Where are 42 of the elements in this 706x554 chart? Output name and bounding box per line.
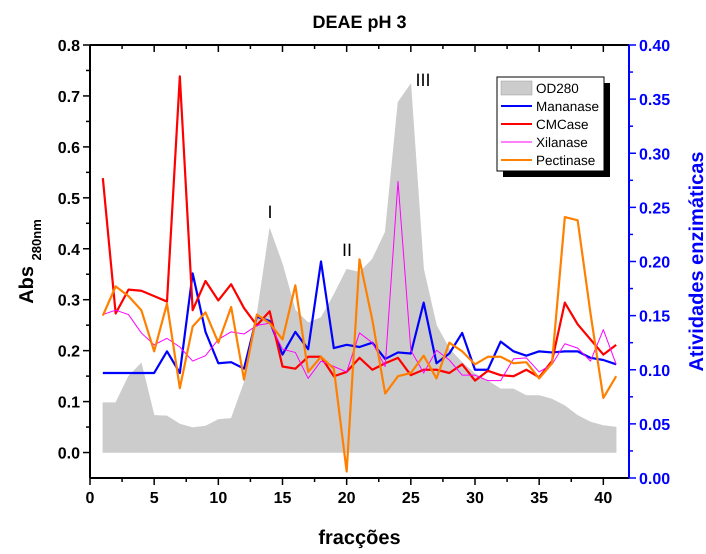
x-axis-title: fracções [318, 527, 401, 549]
y2-tick-label: 0.00 [639, 471, 670, 488]
annotation: II [342, 240, 352, 260]
y2-tick-label: 0.05 [639, 416, 670, 434]
legend-label: Xilanase [536, 135, 588, 150]
y-tick-label: 0.8 [58, 38, 80, 55]
x-tick-label: 35 [530, 490, 548, 507]
y2-tick-label: 0.35 [639, 92, 670, 110]
annotation: III [415, 70, 431, 90]
x-tick-label: 25 [402, 490, 420, 507]
y-tick-label: 0.4 [58, 242, 80, 259]
line-series [102, 216, 618, 473]
x-tick-label: 0 [86, 490, 95, 507]
x-tick-label: 30 [466, 490, 484, 507]
y-tick-label: 0.2 [58, 344, 80, 361]
y2-axis-title: Atividades enzimáticas [686, 151, 706, 372]
y2-tick-label: 0.40 [639, 38, 670, 55]
line-series [102, 75, 618, 382]
x-tick-label: 40 [594, 490, 612, 507]
chart-title: DEAE pH 3 [312, 12, 407, 32]
y-tick-label: 0.7 [58, 88, 80, 106]
y2-tick-label: 0.10 [639, 362, 670, 380]
legend-label: CMCase [536, 117, 589, 132]
y2-tick-label: 0.30 [639, 146, 670, 164]
y2-tick-label: 0.20 [639, 254, 670, 272]
y2-tick-label: 0.15 [639, 308, 670, 326]
y-tick-label: 0.0 [58, 446, 80, 463]
y2-tick-label: 0.25 [639, 200, 670, 218]
legend-label: OD280 [536, 81, 579, 96]
y-tick-label: 0.6 [58, 140, 80, 157]
y-tick-label: 0.3 [58, 292, 80, 310]
legend-label: Mananase [536, 99, 600, 114]
x-tick-label: 10 [209, 490, 228, 507]
line-series [102, 260, 618, 374]
line-series [102, 180, 617, 382]
x-tick-label: 5 [150, 490, 159, 507]
x-tick-label: 15 [274, 490, 292, 507]
y-tick-label: 0.5 [58, 190, 80, 208]
x-tick-label: 20 [338, 490, 356, 507]
annotation: I [267, 202, 273, 222]
y-tick-label: 0.1 [58, 394, 80, 412]
legend-label: Pectinase [536, 153, 596, 168]
